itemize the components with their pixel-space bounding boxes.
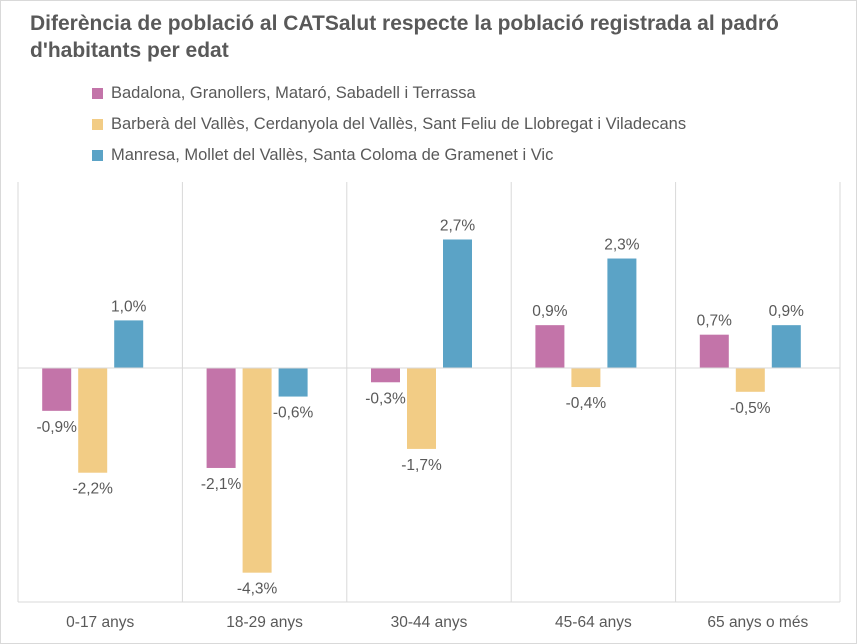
legend-label-series-2: Barberà del Vallès, Cerdanyola del Vallè… xyxy=(111,115,687,133)
data-label-series-2-1: -2,2% xyxy=(72,481,113,498)
legend-swatch-series-3 xyxy=(92,150,103,161)
data-label-series-2-4: -0,4% xyxy=(566,395,607,412)
bar-series-1-3 xyxy=(371,368,400,383)
chart-legend: Badalona, Granollers, Mataró, Sabadell i… xyxy=(92,78,686,171)
bar-series-3-1 xyxy=(114,320,144,368)
x-tick-label-3: 30-44 anys xyxy=(391,614,468,631)
data-label-series-3-3: 2,7% xyxy=(440,217,476,234)
data-label-series-3-5: 0,9% xyxy=(769,303,805,320)
legend-label-series-3: Manresa, Mollet del Vallès, Santa Coloma… xyxy=(111,146,554,164)
bar-series-3-2 xyxy=(278,368,308,397)
legend-item-series-1: Badalona, Granollers, Mataró, Sabadell i… xyxy=(92,78,686,109)
data-label-series-2-3: -1,7% xyxy=(401,457,442,474)
data-label-series-1-2: -2,1% xyxy=(201,476,242,493)
bar-series-3-4 xyxy=(607,258,637,368)
legend-label-series-1: Badalona, Granollers, Mataró, Sabadell i… xyxy=(111,84,476,102)
data-label-series-1-5: 0,7% xyxy=(697,313,733,330)
chart-title: Diferència de població al CATSalut respe… xyxy=(30,12,779,62)
data-label-series-1-1: -0,9% xyxy=(36,419,77,436)
legend-item-series-3: Manresa, Mollet del Vallès, Santa Coloma… xyxy=(92,140,686,171)
bar-series-1-1 xyxy=(42,368,72,411)
x-tick-label-1: 0-17 anys xyxy=(66,614,134,631)
data-label-series-2-5: -0,5% xyxy=(730,400,771,417)
bar-series-1-4 xyxy=(535,325,565,368)
bar-series-2-4 xyxy=(571,368,601,388)
legend-item-series-2: Barberà del Vallès, Cerdanyola del Vallè… xyxy=(92,109,686,140)
data-label-series-3-2: -0,6% xyxy=(273,405,314,422)
legend-swatch-series-1 xyxy=(92,88,103,99)
data-label-series-1-3: -0,3% xyxy=(365,390,406,407)
data-label-series-3-1: 1,0% xyxy=(111,298,147,315)
data-label-series-1-4: 0,9% xyxy=(532,303,568,320)
data-label-series-2-2: -4,3% xyxy=(237,581,278,598)
data-label-series-3-4: 2,3% xyxy=(604,237,640,254)
x-tick-label-2: 18-29 anys xyxy=(226,614,303,631)
bar-series-3-5 xyxy=(771,325,801,368)
bar-series-2-3 xyxy=(407,368,436,449)
bar-series-2-2 xyxy=(242,368,272,573)
bar-series-3-3 xyxy=(443,239,472,368)
bar-series-1-2 xyxy=(206,368,236,468)
bar-series-1-5 xyxy=(699,334,729,368)
bar-series-2-1 xyxy=(78,368,108,473)
x-tick-label-4: 45-64 anys xyxy=(555,614,632,631)
bar-series-2-5 xyxy=(735,368,765,392)
legend-swatch-series-2 xyxy=(92,119,103,130)
x-tick-label-5: 65 anys o més xyxy=(707,614,808,631)
